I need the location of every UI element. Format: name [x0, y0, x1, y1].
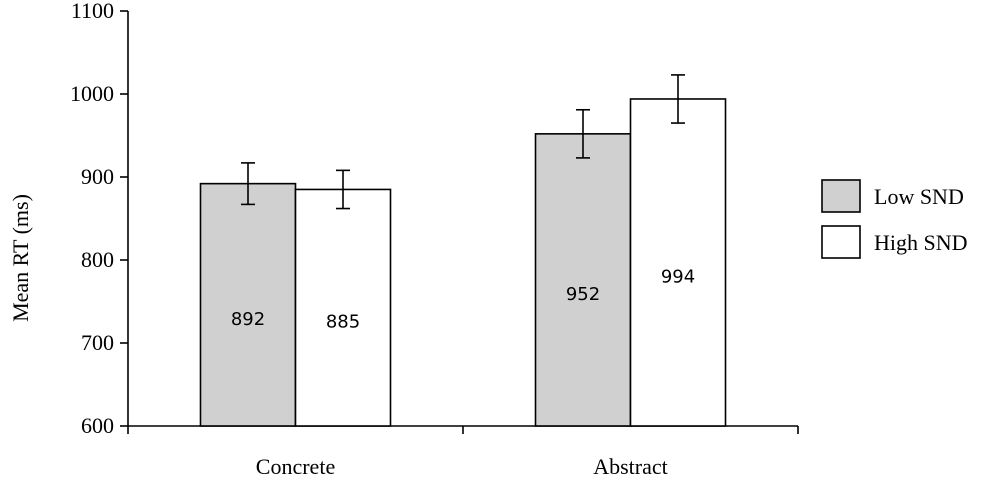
y-axis: 600 700 800 900 1000 1100: [70, 0, 129, 438]
legend: Low SND High SND: [821, 179, 968, 259]
x-category-label: Abstract: [593, 454, 668, 479]
y-tick-label: 1100: [71, 0, 114, 23]
bar-value-label: 892: [231, 309, 265, 330]
y-tick-label: 700: [81, 330, 114, 355]
bar: [629, 98, 727, 427]
legend-label: Low SND: [874, 184, 964, 209]
x-axis: Concrete Abstract: [127, 425, 799, 479]
legend-swatch: [821, 225, 861, 259]
y-tick-label: 800: [81, 247, 114, 272]
bar: [199, 182, 297, 427]
legend-swatch: [821, 179, 861, 213]
y-tick-label: 900: [81, 164, 114, 189]
bar-value-label: 885: [326, 312, 360, 333]
bar-value-label: 952: [566, 284, 600, 305]
legend-label: High SND: [874, 230, 968, 255]
y-axis-label: Mean RT (ms): [8, 194, 33, 322]
bar-value-label: 994: [661, 266, 695, 287]
bar: [534, 133, 632, 427]
bars: 892 952 885 994: [199, 74, 727, 427]
y-tick-label: 600: [81, 413, 114, 438]
x-category-label: Concrete: [256, 454, 335, 479]
y-tick-label: 1000: [70, 81, 114, 106]
bar: [294, 188, 392, 427]
